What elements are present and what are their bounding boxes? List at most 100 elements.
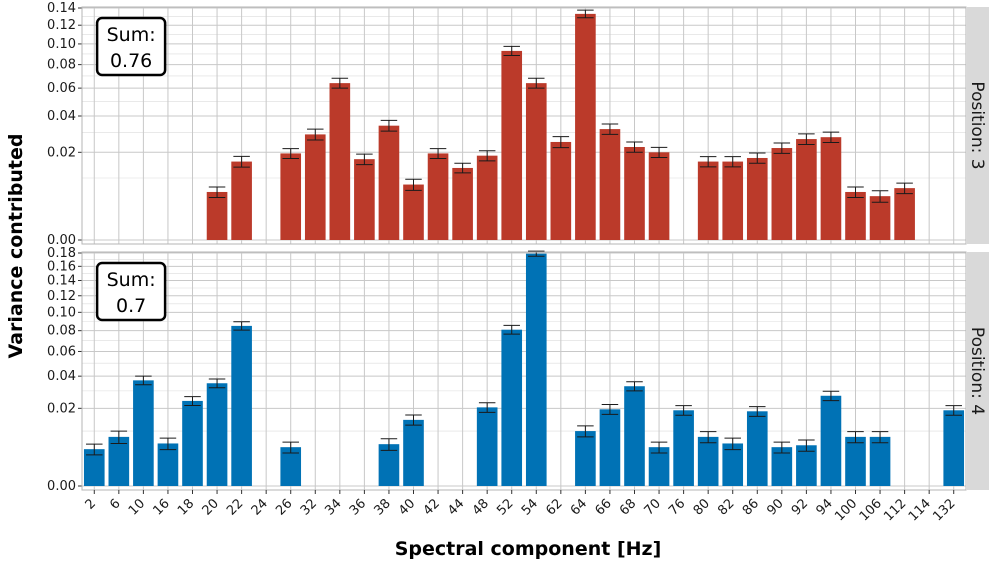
x-tick-label-38: 38	[371, 496, 393, 518]
error-bar-36hz	[356, 153, 373, 166]
x-tick-label-44: 44	[445, 496, 467, 518]
error-bar-80hz	[699, 431, 717, 444]
bar-68hz	[624, 146, 645, 240]
error-bar-94hz	[822, 390, 840, 402]
y-tick-label: 0.12	[47, 289, 76, 304]
x-tick-label-18: 18	[175, 496, 197, 518]
bar-10hz	[133, 380, 154, 486]
bar-16hz	[157, 443, 179, 486]
bar-18hz	[182, 400, 203, 486]
x-tick-label-32: 32	[298, 496, 320, 518]
error-bar-22hz	[233, 321, 250, 331]
x-tick-label-64: 64	[568, 496, 590, 518]
error-bar-52hz	[503, 324, 520, 335]
y-tick-label: 0.04	[47, 369, 76, 384]
x-tick-label-76: 76	[666, 496, 688, 518]
error-bar-86hz	[749, 152, 766, 164]
x-tick-label-66: 66	[592, 496, 614, 518]
error-bar-64hz	[577, 9, 594, 19]
bar-94hz	[820, 137, 842, 240]
panel-1: 0.00 0.02 0.04 0.06 0.08 0.10 0.12 0.14 Position…	[47, 1, 989, 248]
x-tick-label-92: 92	[789, 496, 811, 518]
bar-54hz	[525, 83, 547, 240]
facet-strip-label: Position: 4	[967, 327, 987, 415]
error-bar-38hz	[380, 119, 398, 132]
facet-strip-label: Position: 3	[967, 81, 987, 169]
x-tick-label-70: 70	[642, 496, 664, 518]
panel-border	[81, 251, 967, 491]
bar-112hz	[894, 188, 915, 240]
error-bar-44hz	[454, 162, 471, 174]
error-bar-26hz	[282, 148, 299, 159]
y-tick-label: 0.06	[47, 344, 76, 359]
error-bar-54hz	[528, 77, 545, 89]
bar-32hz	[304, 134, 326, 240]
y-tick-label: 0.10	[47, 37, 76, 52]
sum-annotation-box	[95, 16, 167, 77]
x-tick-label-86: 86	[740, 496, 762, 518]
x-tick-label-34: 34	[322, 496, 344, 518]
error-bar-38hz	[380, 438, 398, 451]
error-bar-52hz	[503, 45, 520, 57]
bar-64hz	[575, 13, 596, 240]
error-bar-82hz	[724, 437, 741, 451]
bar-90hz	[771, 148, 793, 240]
x-tick-label-24: 24	[249, 496, 271, 518]
error-bar-20hz	[208, 378, 226, 389]
panel-background	[82, 7, 966, 244]
bar-92hz	[796, 445, 817, 486]
x-tick-label-42: 42	[421, 496, 443, 518]
error-bar-92hz	[798, 133, 815, 146]
bar-48hz	[476, 155, 498, 240]
bar-6hz	[108, 436, 130, 486]
error-bar-20hz	[208, 186, 226, 198]
x-axis: 2 6 10 16 18 20 22 24 26 32 34 36 38 40 42 44 48 52 54 62 64…	[83, 490, 959, 524]
error-bar-132hz	[945, 405, 962, 416]
error-bar-106hz	[871, 431, 889, 444]
error-bar-90hz	[773, 142, 791, 154]
y-tick-label: 0.06	[47, 81, 76, 96]
bar-66hz	[599, 129, 621, 240]
bar-20hz	[206, 383, 228, 486]
error-bar-92hz	[798, 439, 815, 452]
x-tick-label-16: 16	[150, 496, 172, 518]
error-bar-70hz	[650, 441, 668, 454]
x-tick-label-48: 48	[470, 496, 492, 518]
error-bar-66hz	[601, 123, 619, 135]
error-bar-112hz	[896, 182, 913, 195]
chart-panels: 0.000.020.040.060.080.100.120.14Position…	[47, 1, 989, 494]
error-bar-70hz	[650, 146, 668, 159]
x-tick-label-82: 82	[715, 496, 737, 518]
error-bar-82hz	[724, 156, 741, 168]
x-tick-label-62: 62	[543, 496, 565, 518]
error-bar-62hz	[552, 136, 570, 149]
y-tick-label: 0.16	[47, 259, 76, 274]
y-tick-label: 0.00	[47, 479, 76, 494]
x-tick-label-106: 106	[857, 496, 885, 524]
x-tick-label-80: 80	[691, 496, 713, 518]
x-tick-label-100: 100	[832, 496, 860, 524]
x-tick-label-2: 2	[83, 496, 99, 512]
sum-label: Sum:	[107, 24, 156, 46]
error-bar-86hz	[749, 406, 766, 417]
sum-value: 0.76	[110, 50, 152, 72]
y-tick-label: 0.02	[47, 145, 76, 160]
x-tick-label-52: 52	[494, 496, 516, 518]
error-bar-40hz	[405, 178, 422, 191]
y-tick-label: 0.14	[47, 274, 76, 289]
x-tick-label-132: 132	[930, 496, 958, 524]
bar-68hz	[624, 386, 645, 486]
bar-44hz	[452, 167, 473, 240]
x-tick-label-10: 10	[126, 496, 148, 518]
error-bar-100hz	[847, 431, 864, 444]
x-tick-label-90: 90	[764, 496, 786, 518]
bar-106hz	[869, 436, 891, 486]
bar-100hz	[845, 436, 866, 486]
bar-76hz	[673, 410, 694, 486]
error-bar-68hz	[626, 381, 643, 392]
error-bar-32hz	[307, 128, 324, 141]
error-bar-6hz	[110, 430, 128, 444]
y-tick-label: 0.04	[47, 109, 76, 124]
x-axis-title: Spectral component [Hz]	[395, 538, 662, 560]
